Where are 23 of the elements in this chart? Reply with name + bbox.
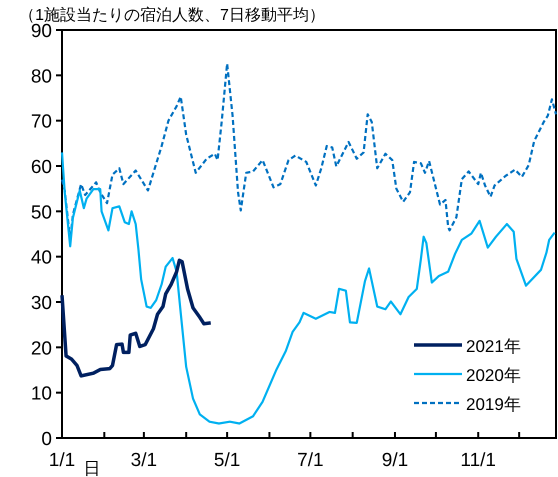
x-tick-label: 11/1: [460, 450, 496, 471]
x-tick-label: 9/1: [382, 450, 408, 471]
x-tick-label: 5/1: [214, 450, 240, 471]
y-tick-label: 20: [30, 338, 52, 360]
legend-label: 2019年: [466, 395, 521, 414]
x-tick-label: 1/1: [48, 450, 76, 471]
y-tick-label: 70: [30, 112, 52, 133]
legend-label: 2020年: [466, 366, 521, 385]
y-tick-label: 50: [30, 202, 52, 224]
x-tick-label: 7/1: [297, 450, 324, 471]
y-tick-label: 40: [30, 248, 52, 269]
line-series: [60, 258, 212, 378]
x-tick-label: 3/1: [130, 450, 158, 471]
y-tick-label: 0: [41, 429, 52, 450]
y-tick-label: 30: [30, 293, 52, 314]
y-tick-label: 60: [30, 157, 52, 178]
legend-label: 2021年: [466, 337, 521, 356]
chart-title: （1施設当たりの宿泊人数、7日移動平均）: [19, 6, 325, 24]
y-tick-label: 90: [30, 21, 52, 42]
y-tick-label: 10: [30, 384, 52, 405]
x-axis-title: 日: [84, 459, 100, 477]
y-tick-label: 80: [30, 66, 52, 88]
line-series: [60, 151, 556, 425]
